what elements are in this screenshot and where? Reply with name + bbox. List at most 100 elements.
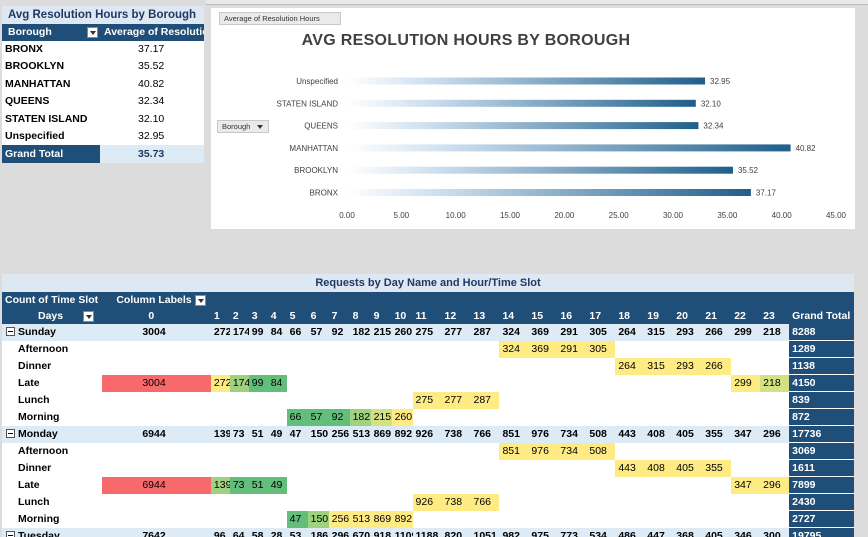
heatmap-cell[interactable]: 405 <box>673 425 703 443</box>
heatmap-cell[interactable] <box>673 477 702 494</box>
column-filter-dropdown-icon[interactable] <box>194 294 206 306</box>
heatmap-cell[interactable]: 347 <box>731 476 761 494</box>
heatmap-slot-row[interactable]: Morning 47 150 256 513 869 892 2727 <box>2 510 854 528</box>
heatmap-cell[interactable] <box>211 460 230 477</box>
heatmap-slot-row[interactable]: Dinner 264 315 293 266 1138 <box>2 357 854 375</box>
heatmap-cell[interactable]: 486 <box>615 527 645 537</box>
heatmap-cell[interactable] <box>499 392 528 409</box>
collapse-icon[interactable] <box>6 531 15 537</box>
heatmap-cell[interactable]: 670 <box>349 527 371 537</box>
heatmap-cell[interactable] <box>268 443 287 460</box>
heatmap-cell[interactable]: 150 <box>307 425 329 443</box>
heatmap-cell[interactable] <box>413 443 442 460</box>
heatmap-cell[interactable]: 275 <box>412 324 442 341</box>
heatmap-cell[interactable] <box>287 494 308 511</box>
heatmap-cell[interactable]: 408 <box>644 425 674 443</box>
heatmap-cell[interactable]: 355 <box>702 425 732 443</box>
heatmap-cell[interactable]: 293 <box>673 324 703 341</box>
chart-bar[interactable] <box>347 189 751 196</box>
heatmap-cell[interactable]: 174 <box>229 374 249 392</box>
heatmap-cell[interactable] <box>586 494 615 511</box>
heatmap-cell[interactable]: 291 <box>557 340 587 358</box>
heatmap-cell[interactable] <box>308 494 329 511</box>
heatmap-cell[interactable] <box>760 409 789 426</box>
heatmap-cell[interactable] <box>268 341 287 358</box>
heatmap-cell[interactable]: 508 <box>586 442 616 460</box>
borough-column-header[interactable]: Borough <box>2 24 100 41</box>
heatmap-cell[interactable] <box>268 494 287 511</box>
chart-bar[interactable] <box>347 144 791 152</box>
heatmap-cell[interactable]: 99 <box>248 324 268 341</box>
heatmap-cell[interactable] <box>211 494 230 511</box>
heatmap-cell[interactable]: 820 <box>441 527 471 537</box>
heatmap-cell[interactable]: 256 <box>328 510 350 528</box>
heatmap-day-row[interactable]: Sunday 3004 272 174 99 84 66 57 92 182 215 260 275 27… <box>2 324 854 341</box>
heatmap-cell[interactable] <box>268 511 287 528</box>
heatmap-cell[interactable] <box>528 392 557 409</box>
heatmap-cell[interactable] <box>615 477 644 494</box>
heatmap-cell[interactable] <box>371 392 392 409</box>
heatmap-cell[interactable]: 49 <box>267 425 287 443</box>
heatmap-cell[interactable]: 734 <box>557 425 587 443</box>
heatmap-cell[interactable]: 51 <box>248 425 268 443</box>
heatmap-cell[interactable]: 260 <box>391 408 413 426</box>
heatmap-cell[interactable]: 139 <box>210 425 230 443</box>
heatmap-cell[interactable] <box>287 477 308 494</box>
heatmap-cell[interactable] <box>350 477 371 494</box>
heatmap-cell[interactable]: 305 <box>586 324 616 341</box>
heatmap-cell[interactable] <box>268 392 287 409</box>
pivot-row[interactable]: STATEN ISLAND 32.10 <box>2 111 204 128</box>
heatmap-cell[interactable]: 92 <box>328 324 350 341</box>
heatmap-cell[interactable] <box>211 358 230 375</box>
heatmap-cell[interactable] <box>731 460 760 477</box>
heatmap-cell[interactable] <box>702 341 731 358</box>
heatmap-cell[interactable] <box>249 341 268 358</box>
heatmap-cell[interactable]: 346 <box>731 527 761 537</box>
heatmap-cell[interactable] <box>413 358 442 375</box>
heatmap-cell[interactable]: 6944 <box>102 476 211 494</box>
heatmap-cell[interactable] <box>673 409 702 426</box>
heatmap-cell[interactable] <box>392 494 413 511</box>
heatmap-cell[interactable] <box>557 358 586 375</box>
heatmap-cell[interactable] <box>392 460 413 477</box>
heatmap-cell[interactable] <box>102 460 211 477</box>
heatmap-cell[interactable] <box>308 375 329 392</box>
heatmap-cell[interactable] <box>268 358 287 375</box>
heatmap-cell[interactable]: 513 <box>349 425 371 443</box>
heatmap-cell[interactable]: 355 <box>702 459 732 477</box>
heatmap-cell[interactable]: 7642 <box>102 527 211 537</box>
heatmap-cell[interactable] <box>329 494 350 511</box>
heatmap-cell[interactable] <box>413 477 442 494</box>
heatmap-cell[interactable]: 738 <box>441 493 471 511</box>
heatmap-cell[interactable] <box>211 409 230 426</box>
heatmap-cell[interactable]: 256 <box>328 425 350 443</box>
heatmap-cell[interactable] <box>442 358 471 375</box>
heatmap-cell[interactable] <box>586 409 615 426</box>
heatmap-cell[interactable]: 869 <box>370 425 392 443</box>
heatmap-cell[interactable]: 443 <box>615 459 645 477</box>
heatmap-cell[interactable] <box>392 443 413 460</box>
heatmap-cell[interactable] <box>702 409 731 426</box>
heatmap-cell[interactable] <box>528 358 557 375</box>
heatmap-cell[interactable]: 534 <box>586 527 616 537</box>
heatmap-cell[interactable] <box>586 392 615 409</box>
row-filter-dropdown-icon[interactable] <box>83 310 95 322</box>
pivot-row[interactable]: MANHATTAN 40.82 <box>2 76 204 93</box>
heatmap-cell[interactable]: 926 <box>412 493 442 511</box>
heatmap-cell[interactable] <box>442 443 471 460</box>
heatmap-cell[interactable] <box>499 358 528 375</box>
heatmap-slot-row[interactable]: Afternoon 851 976 734 508 3069 <box>2 442 854 460</box>
heatmap-cell[interactable] <box>329 443 350 460</box>
heatmap-cell[interactable] <box>230 494 249 511</box>
heatmap-cell[interactable]: 264 <box>615 324 645 341</box>
heatmap-cell[interactable]: 218 <box>760 324 790 341</box>
heatmap-cell[interactable]: 405 <box>673 459 703 477</box>
heatmap-cell[interactable] <box>499 375 528 392</box>
heatmap-cell[interactable]: 443 <box>615 425 645 443</box>
heatmap-cell[interactable] <box>211 443 230 460</box>
heatmap-cell[interactable]: 299 <box>731 374 761 392</box>
heatmap-cell[interactable]: 53 <box>286 527 308 537</box>
heatmap-slot-row[interactable]: Late 3004 272 174 99 84 299 218 4150 <box>2 374 854 392</box>
heatmap-cell[interactable]: 851 <box>499 425 529 443</box>
days-row-header[interactable]: Days <box>2 308 103 324</box>
